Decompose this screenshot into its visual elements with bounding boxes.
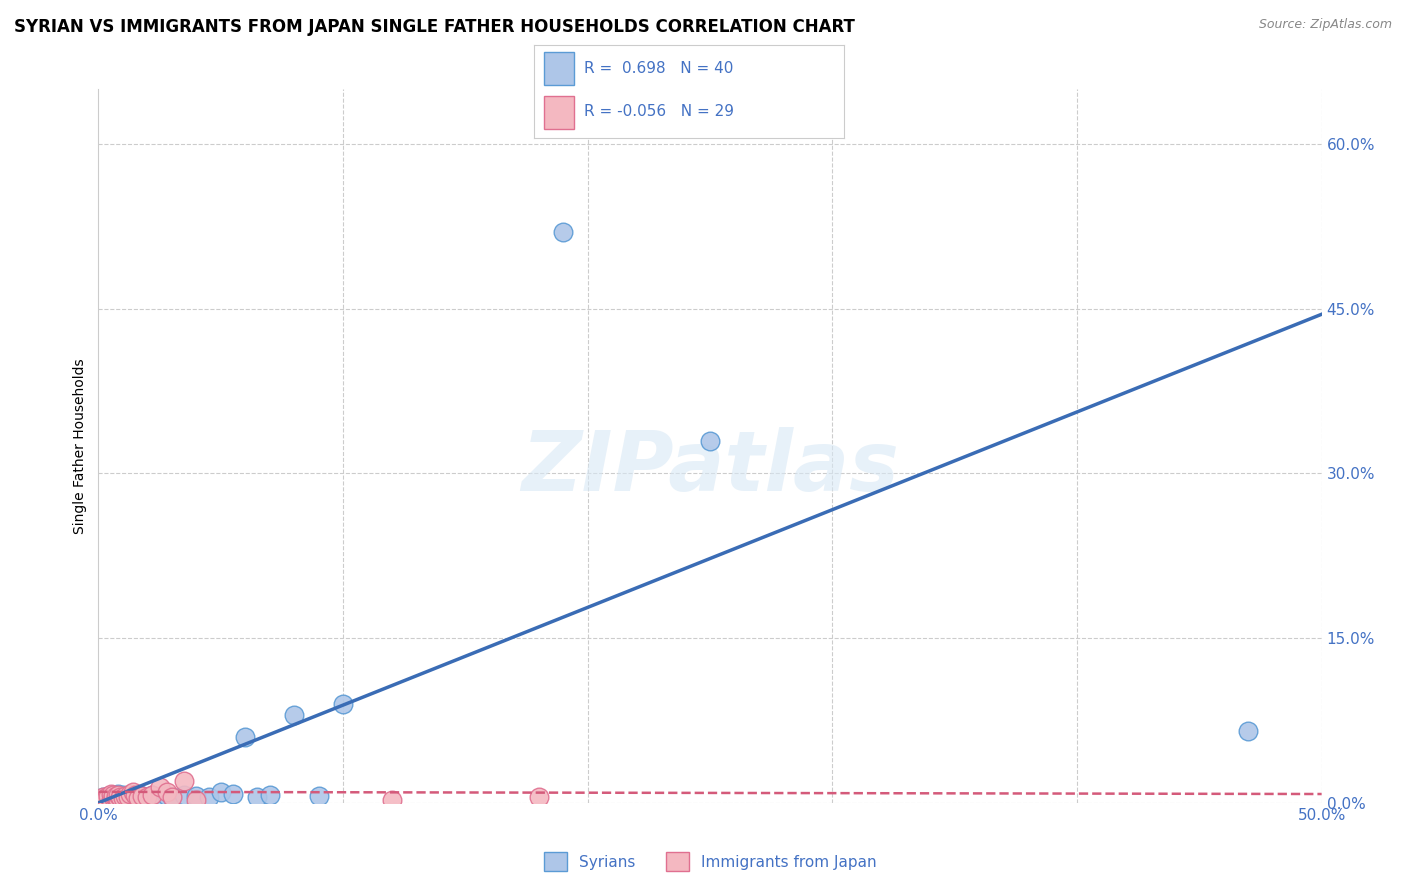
Point <box>107 787 129 801</box>
Point <box>156 785 179 799</box>
Point <box>127 790 149 805</box>
Point <box>94 791 117 805</box>
Point <box>104 789 127 804</box>
Point <box>197 790 219 805</box>
Text: ZIPatlas: ZIPatlas <box>522 427 898 508</box>
Text: R =  0.698   N = 40: R = 0.698 N = 40 <box>583 61 733 76</box>
Point <box>186 792 208 806</box>
Point <box>136 790 159 805</box>
Point <box>100 792 122 806</box>
Point <box>114 789 136 804</box>
Point <box>111 788 134 802</box>
Point <box>127 791 149 805</box>
Point <box>120 789 142 804</box>
Point <box>136 790 159 805</box>
Point <box>107 792 129 806</box>
Point <box>101 790 124 805</box>
Point <box>308 789 330 804</box>
Legend: Syrians, Immigrants from Japan: Syrians, Immigrants from Japan <box>537 847 883 877</box>
Point <box>131 789 153 804</box>
Point <box>91 790 114 805</box>
Point <box>97 789 120 804</box>
Point <box>101 790 124 805</box>
Point <box>110 790 132 805</box>
Point <box>107 788 129 802</box>
Point <box>107 792 129 806</box>
Point <box>114 790 136 805</box>
Point <box>94 791 117 805</box>
Point <box>149 780 172 795</box>
Point <box>91 790 114 805</box>
Point <box>141 788 163 802</box>
FancyBboxPatch shape <box>544 52 575 85</box>
Point <box>111 791 134 805</box>
Point <box>120 787 142 801</box>
Point <box>381 792 404 806</box>
Point <box>553 225 575 239</box>
Point <box>104 791 127 805</box>
Point <box>156 789 179 804</box>
Point <box>149 791 172 805</box>
Point <box>160 790 183 805</box>
Point <box>209 785 232 799</box>
Text: SYRIAN VS IMMIGRANTS FROM JAPAN SINGLE FATHER HOUSEHOLDS CORRELATION CHART: SYRIAN VS IMMIGRANTS FROM JAPAN SINGLE F… <box>14 18 855 36</box>
Point <box>101 788 124 802</box>
Point <box>110 790 132 805</box>
Point <box>97 789 120 804</box>
Point <box>121 785 143 799</box>
Point <box>1237 724 1260 739</box>
Point <box>124 788 146 802</box>
Point <box>699 434 721 448</box>
Point <box>259 788 281 802</box>
Point <box>121 790 143 805</box>
Point <box>117 790 139 805</box>
Point <box>101 788 124 802</box>
Point <box>111 791 134 805</box>
Point <box>283 708 305 723</box>
Point <box>332 697 354 711</box>
Point <box>141 788 163 802</box>
Text: R = -0.056   N = 29: R = -0.056 N = 29 <box>583 104 734 119</box>
Point <box>173 773 195 788</box>
Point <box>100 792 122 806</box>
Point <box>186 789 208 804</box>
Point <box>131 789 153 804</box>
FancyBboxPatch shape <box>544 96 575 129</box>
Point <box>104 789 127 804</box>
Point <box>527 790 550 805</box>
Point <box>160 790 183 805</box>
Point <box>233 730 256 744</box>
Point <box>246 790 269 805</box>
Point <box>117 791 139 805</box>
Point <box>100 787 122 801</box>
Point <box>124 792 146 806</box>
Point <box>173 788 195 802</box>
Point <box>222 787 245 801</box>
Point <box>104 791 127 805</box>
Y-axis label: Single Father Households: Single Father Households <box>73 359 87 533</box>
Point <box>129 788 152 802</box>
Text: Source: ZipAtlas.com: Source: ZipAtlas.com <box>1258 18 1392 31</box>
